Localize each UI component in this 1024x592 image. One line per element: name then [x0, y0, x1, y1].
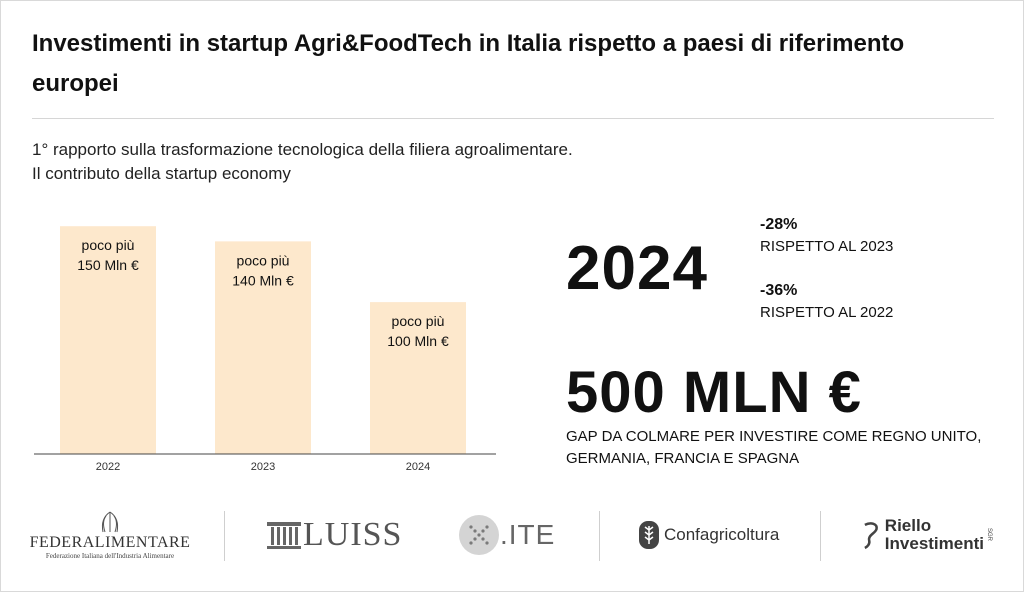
title-divider — [32, 118, 994, 119]
partner-logos: FEDERALIMENTARE Federazione Italiana del… — [0, 505, 1024, 565]
x-circle-icon — [459, 515, 499, 555]
bar-label-2023-2: 140 Mln € — [232, 272, 294, 288]
stat-vs-2022: -36% RISPETTO AL 2022 — [760, 280, 893, 324]
logo-separator — [820, 511, 821, 561]
stat-vs-2022-pct: -36% — [760, 282, 798, 299]
riello-sgr: SGR — [986, 528, 992, 542]
federalimentare-logo: FEDERALIMENTARE Federazione Italiana del… — [30, 505, 190, 565]
bar-label-2024-1: poco più — [392, 313, 445, 329]
logo-separator — [224, 511, 225, 561]
luiss-logo: LUISS — [265, 505, 425, 565]
stat-vs-2023: -28% RISPETTO AL 2023 — [760, 214, 893, 258]
bar-label-2024-2: 100 Mln € — [387, 333, 449, 349]
federalimentare-emblem-icon — [101, 511, 119, 533]
bar-label-2022-1: poco più — [82, 237, 135, 253]
stat-vs-2023-pct: -28% — [760, 216, 798, 233]
page-subtitle: 1° rapporto sulla trasformazione tecnolo… — [32, 138, 573, 186]
bar-label-2022-2: 150 Mln € — [77, 257, 139, 273]
confagricoltura-name: Confagricoltura — [664, 525, 780, 544]
ite-logo: .ITE — [458, 505, 568, 565]
luiss-name: LUISS — [303, 516, 403, 553]
riello-logo: Riello Investimenti SGR — [862, 505, 992, 565]
wheat-icon — [639, 521, 659, 549]
x-tick-label-2024: 2024 — [406, 461, 430, 473]
bar-label-2023-1: poco più — [237, 252, 290, 268]
stat-vs-2023-desc: RISPETTO AL 2023 — [760, 238, 894, 255]
riello-wordmark: Riello Investimenti — [885, 517, 984, 553]
federalimentare-name: FEDERALIMENTARE — [29, 534, 191, 551]
bar-2024 — [370, 302, 466, 454]
riello-line-2: Investimenti — [884, 534, 984, 553]
bar-2022 — [60, 226, 156, 454]
subtitle-line-2: Il contributo della startup economy — [32, 164, 291, 183]
page-title: Investimenti in startup Agri&FoodTech in… — [32, 30, 905, 97]
logo-separator — [599, 511, 600, 561]
gap-value: 500 MLN € — [566, 360, 862, 425]
federalimentare-subtitle: Federazione Italiana dell'Industria Alim… — [45, 552, 175, 560]
column-icon — [267, 522, 301, 549]
bar-2023 — [215, 241, 311, 454]
riello-mark-icon — [864, 522, 878, 550]
x-tick-label-2022: 2022 — [96, 461, 120, 473]
gap-description: GAP DA COLMARE PER INVESTIRE COME REGNO … — [566, 428, 982, 467]
x-tick-label-2023: 2023 — [251, 461, 275, 473]
ite-name: .ITE — [500, 519, 556, 550]
confagricoltura-logo: Confagricoltura — [638, 505, 788, 565]
highlight-year: 2024 — [566, 234, 708, 303]
subtitle-line-1: 1° rapporto sulla trasformazione tecnolo… — [32, 140, 573, 159]
riello-line-1: Riello — [884, 516, 932, 535]
stat-vs-2022-desc: RISPETTO AL 2022 — [760, 304, 894, 321]
